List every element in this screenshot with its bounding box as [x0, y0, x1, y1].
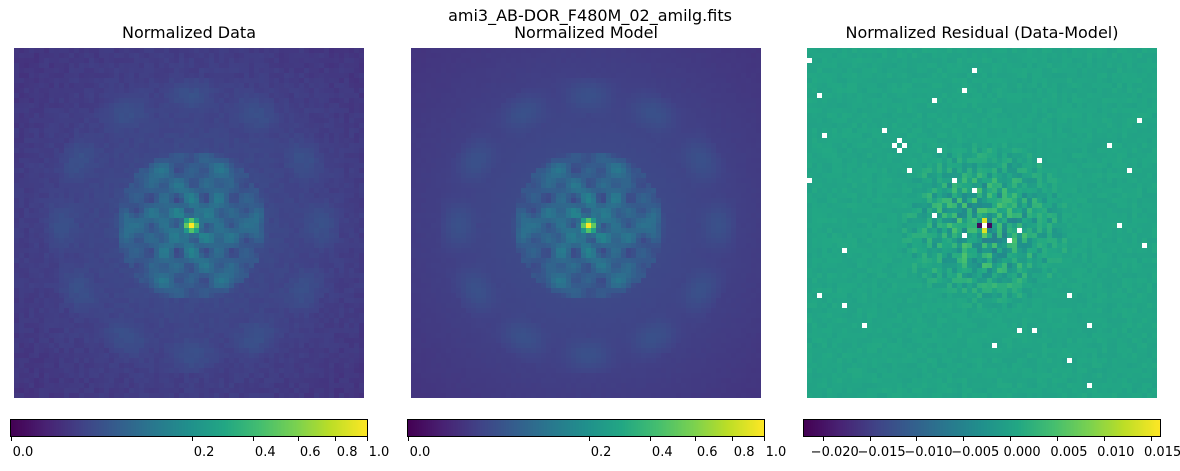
colorbar-tick-label: 0.6 [696, 445, 718, 460]
colorbar-tick-label: 0.8 [733, 445, 755, 460]
colorbar-tick-label: −0.005 [951, 445, 1000, 460]
figure-suptitle: ami3_AB-DOR_F480M_02_amilg.fits [448, 6, 732, 25]
colorbar-tick-label: −0.015 [857, 445, 906, 460]
colorbar-tick-label: −0.020 [810, 445, 859, 460]
colorbar-tick-label: 0.4 [254, 445, 276, 460]
heatmap-model [411, 48, 761, 398]
colorbar-residual-ticks: −0.020 −0.015 −0.010 −0.005 0.000 0.005 0.010 0… [803, 437, 1180, 467]
colorbar-tick-mark [732, 437, 734, 441]
colorbar-tick-label: 0.0 [409, 445, 431, 460]
colorbar-data [10, 419, 368, 437]
colorbar-tick-mark [253, 437, 255, 441]
colorbar-tick-label: 0.2 [590, 445, 612, 460]
heatmap-model-image [411, 48, 761, 398]
colorbar-tick-mark [1010, 437, 1012, 441]
colorbar-tick-mark [695, 437, 697, 441]
colorbar-tick-label: 0.8 [336, 445, 358, 460]
panel-title-residual: Normalized Residual (Data-Model) [845, 23, 1119, 42]
colorbar-model [407, 419, 765, 437]
colorbar-tick-mark [869, 437, 871, 441]
colorbar-tick-mark [1150, 437, 1152, 441]
colorbar-tick-mark [916, 437, 918, 441]
heatmap-residual [807, 48, 1157, 398]
colorbar-tick-mark [298, 437, 300, 441]
colorbar-tick-mark [822, 437, 824, 441]
colorbar-tick-mark [1056, 437, 1058, 441]
colorbar-tick-label: 0.015 [1144, 445, 1180, 460]
colorbar-model-ticks: 0.0 0.2 0.4 0.6 0.8 1.0 [407, 437, 786, 467]
colorbar-tick-label: 0.6 [299, 445, 321, 460]
colorbar-tick-mark [11, 437, 12, 441]
colorbar-tick-label: 0.2 [193, 445, 215, 460]
colorbar-residual [803, 419, 1161, 437]
colorbar-tick-label: −0.010 [904, 445, 953, 460]
colorbar-tick-label: 1.0 [368, 445, 390, 460]
colorbar-tick-label: 0.010 [1097, 445, 1135, 460]
colorbar-tick-mark [335, 437, 337, 441]
colorbar-tick-mark [1103, 437, 1105, 441]
colorbar-tick-label: 0.005 [1050, 445, 1088, 460]
panel-title-model: Normalized Model [514, 23, 658, 42]
heatmap-residual-image [807, 48, 1157, 398]
colorbar-tick-mark [650, 437, 652, 441]
colorbar-tick-mark [192, 437, 194, 441]
colorbar-tick-mark [367, 437, 368, 441]
colorbar-tick-mark [963, 437, 965, 441]
colorbar-tick-label: 0.000 [1003, 445, 1041, 460]
colorbar-tick-mark [589, 437, 591, 441]
colorbar-tick-mark [408, 437, 409, 441]
panel-title-data: Normalized Data [121, 23, 257, 42]
colorbar-tick-mark [764, 437, 765, 441]
colorbar-tick-label: 0.0 [12, 445, 34, 460]
heatmap-data-image [14, 48, 364, 398]
colorbar-tick-label: 1.0 [765, 445, 787, 460]
colorbar-tick-label: 0.4 [651, 445, 673, 460]
colorbar-data-ticks: 0.0 0.2 0.4 0.6 0.8 1.0 [10, 437, 389, 467]
heatmap-data [14, 48, 364, 398]
